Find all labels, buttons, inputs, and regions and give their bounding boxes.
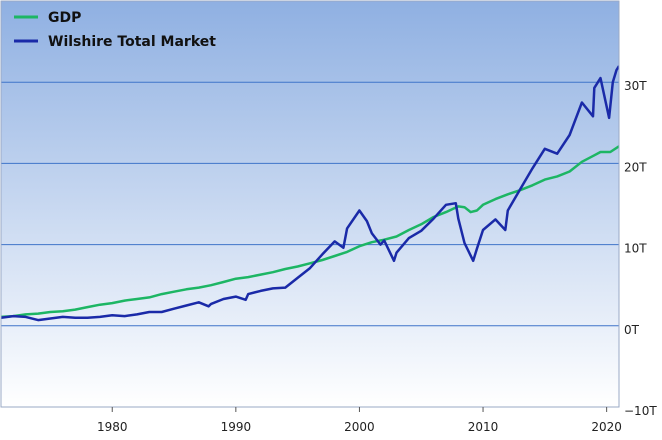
legend: GDP Wilshire Total Market xyxy=(14,10,216,50)
y-tick-label: 20T xyxy=(624,160,647,174)
series-line-wilshire xyxy=(1,65,619,322)
x-tick-label: 2000 xyxy=(344,420,375,434)
y-tick-label: −10T xyxy=(624,404,657,418)
y-tick-label: 10T xyxy=(624,242,647,256)
y-tick-label: 0T xyxy=(624,323,640,337)
legend-label-wilshire: Wilshire Total Market xyxy=(48,34,216,50)
y-tick-label: 30T xyxy=(624,79,647,93)
x-tick-label: 2020 xyxy=(591,420,622,434)
series-line-gdp xyxy=(1,145,619,319)
y-axis: −10T 0T 10T 20T 30T xyxy=(624,79,657,418)
x-axis: 1980 1990 2000 2010 2020 xyxy=(97,407,622,434)
plot-background xyxy=(1,1,619,407)
gridlines xyxy=(1,81,619,327)
plot-border xyxy=(0,0,620,408)
legend-label-gdp: GDP xyxy=(48,10,81,26)
x-tick-label: 1980 xyxy=(97,420,128,434)
x-tick-label: 1990 xyxy=(221,420,252,434)
series-layer xyxy=(1,65,619,322)
x-tick-label: 2010 xyxy=(468,420,499,434)
